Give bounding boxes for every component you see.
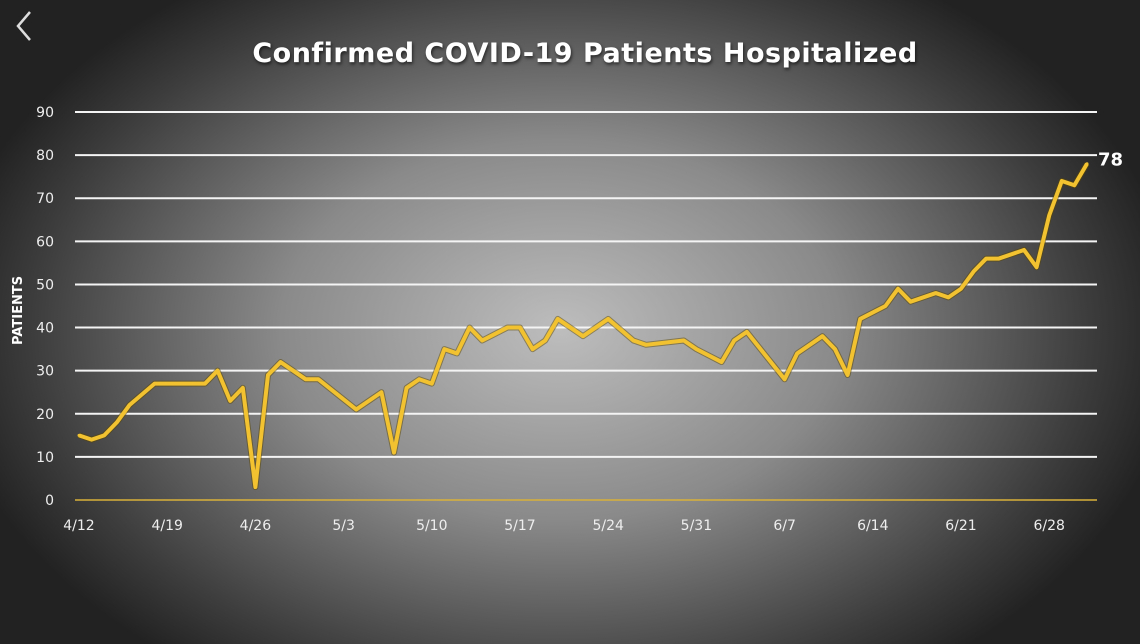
data-point xyxy=(972,270,976,274)
chart-title: Confirmed COVID-19 Patients Hospitalized xyxy=(252,38,918,69)
data-point xyxy=(279,360,283,364)
data-point xyxy=(682,338,686,342)
data-point xyxy=(720,360,724,364)
data-point xyxy=(153,382,157,386)
data-point xyxy=(946,295,950,299)
x-tick-label: 6/28 xyxy=(1033,518,1064,534)
x-tick-label: 5/17 xyxy=(504,518,535,534)
x-tick-label: 5/31 xyxy=(681,518,712,534)
data-point xyxy=(505,326,509,330)
data-point xyxy=(90,438,94,442)
data-point xyxy=(127,403,131,407)
x-tick-label: 4/12 xyxy=(63,518,94,534)
data-point xyxy=(984,257,988,261)
y-tick-label: 60 xyxy=(36,234,54,250)
data-point xyxy=(115,420,119,424)
data-point xyxy=(304,377,308,381)
data-point xyxy=(1072,183,1076,187)
data-point xyxy=(480,338,484,342)
x-tick-label: 4/19 xyxy=(151,518,182,534)
data-point xyxy=(316,377,320,381)
y-tick-label: 70 xyxy=(36,191,54,207)
y-tick-label: 40 xyxy=(36,321,54,337)
data-point xyxy=(405,386,409,390)
data-point xyxy=(216,369,220,373)
data-point xyxy=(1035,265,1039,269)
data-point xyxy=(745,330,749,334)
x-tick-label: 6/21 xyxy=(945,518,976,534)
data-point xyxy=(354,407,358,411)
x-tick-label: 6/14 xyxy=(857,518,889,534)
data-point xyxy=(1047,213,1051,217)
data-point xyxy=(694,347,698,351)
series-line-shadow xyxy=(78,162,1090,491)
data-point xyxy=(442,347,446,351)
data-point xyxy=(909,300,913,304)
data-point xyxy=(228,399,232,403)
y-tick-label: 20 xyxy=(36,407,54,423)
data-point xyxy=(1022,248,1026,252)
data-point xyxy=(379,390,383,394)
x-tick-label: 5/24 xyxy=(592,518,624,534)
back-button[interactable] xyxy=(10,8,40,44)
y-axis-label: PATIENTS xyxy=(11,276,26,345)
chevron-left-icon xyxy=(16,11,31,41)
data-point xyxy=(883,304,887,308)
data-point xyxy=(266,373,270,377)
data-point xyxy=(543,338,547,342)
data-point xyxy=(203,382,207,386)
data-point xyxy=(959,287,963,291)
data-point xyxy=(455,351,459,355)
data-point xyxy=(77,433,81,437)
data-point xyxy=(846,373,850,377)
data-point xyxy=(468,326,472,330)
data-point xyxy=(556,317,560,321)
data-point xyxy=(795,351,799,355)
x-tick-label: 5/10 xyxy=(416,518,447,534)
data-point xyxy=(631,338,635,342)
end-value-label: 78 xyxy=(1098,150,1123,171)
y-tick-label: 90 xyxy=(36,105,54,121)
data-point xyxy=(581,334,585,338)
data-point xyxy=(783,377,787,381)
data-point xyxy=(1085,162,1089,166)
data-point xyxy=(896,287,900,291)
data-point xyxy=(1060,179,1064,183)
data-point xyxy=(102,433,106,437)
y-tick-label: 30 xyxy=(36,364,54,380)
y-tick-label: 50 xyxy=(36,277,54,293)
y-tick-label: 0 xyxy=(45,493,54,509)
data-point xyxy=(518,326,522,330)
y-tick-label: 10 xyxy=(36,450,54,466)
data-point xyxy=(858,317,862,321)
data-point xyxy=(531,347,535,351)
x-tick-label: 5/3 xyxy=(332,518,355,534)
data-point xyxy=(606,317,610,321)
series-line xyxy=(78,162,1089,490)
data-point xyxy=(392,451,396,455)
data-point xyxy=(644,343,648,347)
x-tick-label: 4/26 xyxy=(240,518,272,534)
data-point xyxy=(417,377,421,381)
data-point xyxy=(430,382,434,386)
y-tick-label: 80 xyxy=(36,148,54,164)
data-point xyxy=(241,386,245,390)
x-tick-label: 6/7 xyxy=(773,518,796,534)
data-point xyxy=(253,485,257,489)
data-point xyxy=(820,334,824,338)
data-point xyxy=(833,347,837,351)
data-point xyxy=(997,257,1001,261)
data-point xyxy=(732,338,736,342)
data-point xyxy=(934,291,938,295)
